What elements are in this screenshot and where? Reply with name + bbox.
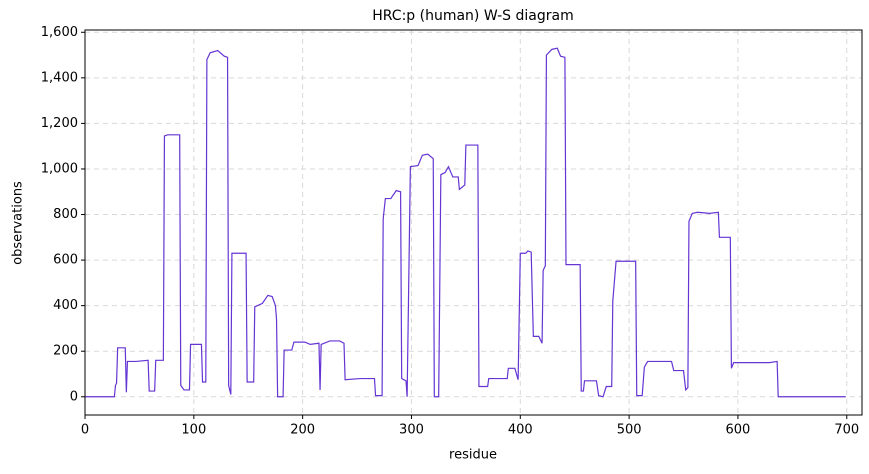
x-tick-label: 500 — [617, 423, 642, 438]
y-tick-label: 600 — [53, 253, 78, 268]
x-axis-label: residue — [449, 448, 497, 463]
data-line — [85, 47, 846, 398]
x-tick-label: 0 — [81, 423, 89, 438]
x-tick-label: 700 — [834, 423, 859, 438]
plot-frame — [84, 29, 863, 416]
x-tick-label: 600 — [726, 423, 751, 438]
y-tick-label: 1,200 — [41, 116, 78, 131]
y-axis-label: observations — [11, 181, 26, 265]
y-tick-label: 0 — [70, 389, 78, 404]
y-tick-label: 200 — [53, 344, 78, 359]
x-tick-label: 200 — [290, 423, 315, 438]
y-tick-label: 1,400 — [41, 70, 78, 85]
y-tick-label: 400 — [53, 298, 78, 313]
chart-title: HRC:p (human) W-S diagram — [372, 8, 573, 24]
y-tick-label: 1,600 — [41, 25, 78, 40]
x-tick-label: 300 — [399, 423, 424, 438]
x-tick-label: 100 — [181, 423, 206, 438]
x-tick-label: 400 — [508, 423, 533, 438]
y-tick-label: 800 — [53, 207, 78, 222]
y-tick-label: 1,000 — [41, 161, 78, 176]
